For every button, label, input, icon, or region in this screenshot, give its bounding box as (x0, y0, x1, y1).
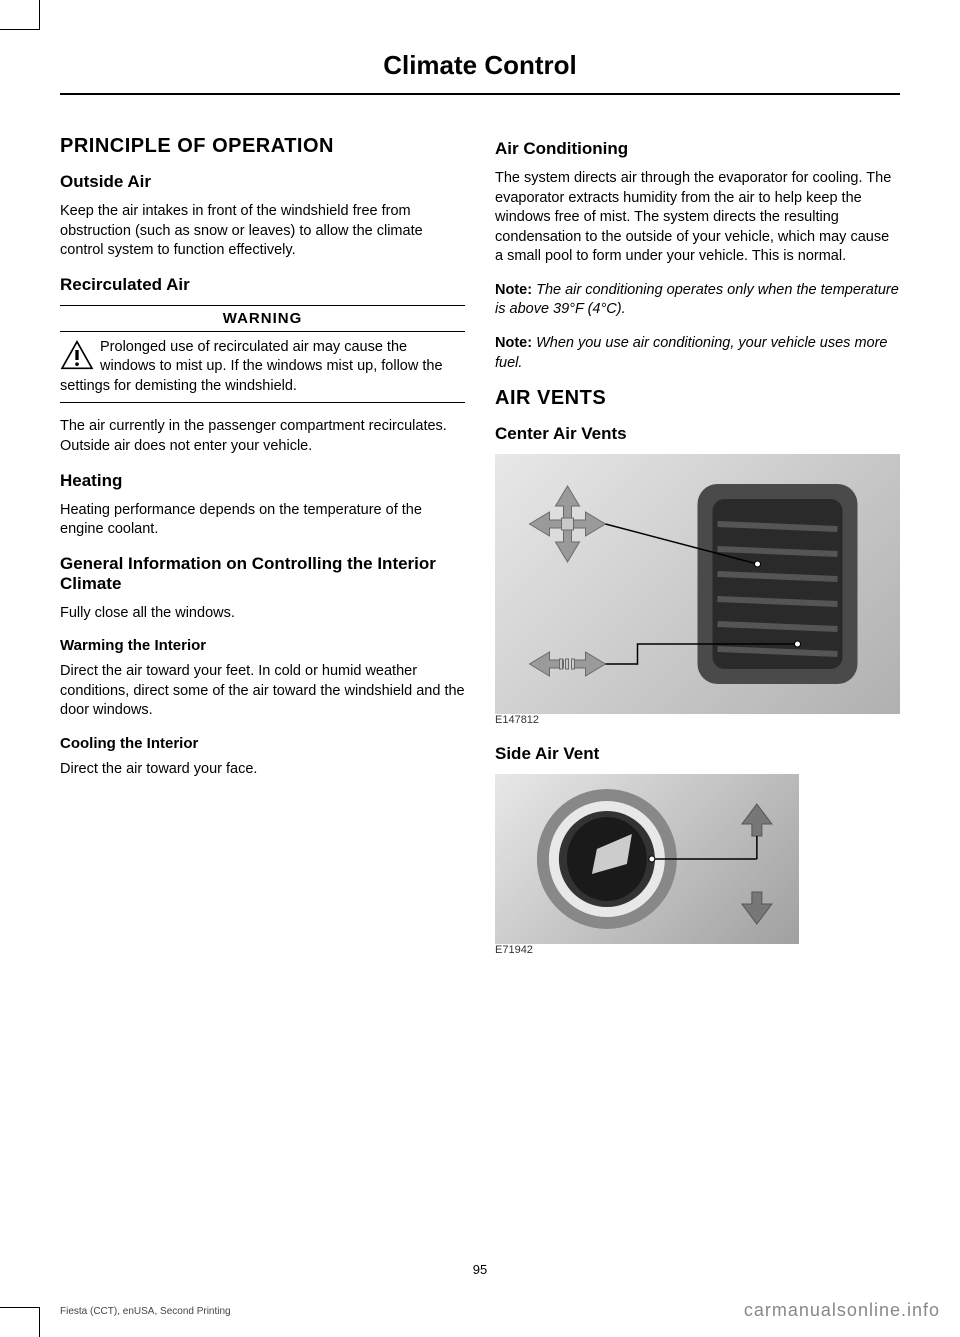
center-vent-illustration (495, 454, 900, 714)
footer-left-text: Fiesta (CCT), enUSA, Second Printing (60, 1306, 231, 1317)
warning-label: WARNING (60, 305, 465, 332)
heading-cooling: Cooling the Interior (60, 735, 465, 752)
note-1-text: The air conditioning operates only when … (495, 282, 899, 318)
text-heating: Heating performance depends on the tempe… (60, 501, 465, 540)
heading-air-vents: AIR VENTS (495, 387, 900, 410)
warning-body: Prolonged use of recirculated air may ca… (60, 332, 465, 404)
text-recirculated: The air currently in the passenger compa… (60, 417, 465, 456)
heading-air-conditioning: Air Conditioning (495, 139, 900, 159)
text-warming: Direct the air toward your feet. In cold… (60, 662, 465, 721)
figure-center-vent (495, 454, 900, 714)
heading-heating: Heating (60, 471, 465, 491)
heading-center-vents: Center Air Vents (495, 424, 900, 444)
warning-text: Prolonged use of recirculated air may ca… (60, 339, 443, 394)
text-outside-air: Keep the air intakes in front of the win… (60, 202, 465, 261)
note-label: Note: (495, 335, 532, 351)
side-vent-illustration (495, 774, 799, 944)
page-container: Climate Control PRINCIPLE OF OPERATION O… (0, 0, 960, 1337)
page-title: Climate Control (60, 50, 900, 95)
heading-warming: Warming the Interior (60, 637, 465, 654)
figure-caption-center: E147812 (495, 714, 900, 726)
text-air-conditioning: The system directs air through the evapo… (495, 169, 900, 267)
page-number: 95 (0, 1262, 960, 1277)
heading-general-info: General Information on Controlling the I… (60, 554, 465, 594)
content-columns: PRINCIPLE OF OPERATION Outside Air Keep … (60, 135, 900, 974)
heading-principle: PRINCIPLE OF OPERATION (60, 135, 465, 158)
heading-side-vent: Side Air Vent (495, 744, 900, 764)
figure-side-vent (495, 774, 799, 944)
text-cooling: Direct the air toward your face. (60, 760, 465, 780)
note-1: Note: The air conditioning operates only… (495, 281, 900, 320)
note-2: Note: When you use air conditioning, you… (495, 334, 900, 373)
note-label: Note: (495, 282, 532, 298)
heading-outside-air: Outside Air (60, 172, 465, 192)
right-column: Air Conditioning The system directs air … (495, 135, 900, 974)
footer-watermark: carmanualsonline.info (744, 1300, 940, 1321)
left-column: PRINCIPLE OF OPERATION Outside Air Keep … (60, 135, 465, 974)
heading-recirculated: Recirculated Air (60, 275, 465, 295)
text-general-info: Fully close all the windows. (60, 604, 465, 624)
warning-box: WARNING Prolonged use of recirculated ai… (60, 305, 465, 404)
warning-triangle-icon (60, 340, 94, 370)
figure-caption-side: E71942 (495, 944, 900, 956)
note-2-text: When you use air conditioning, your vehi… (495, 335, 888, 371)
